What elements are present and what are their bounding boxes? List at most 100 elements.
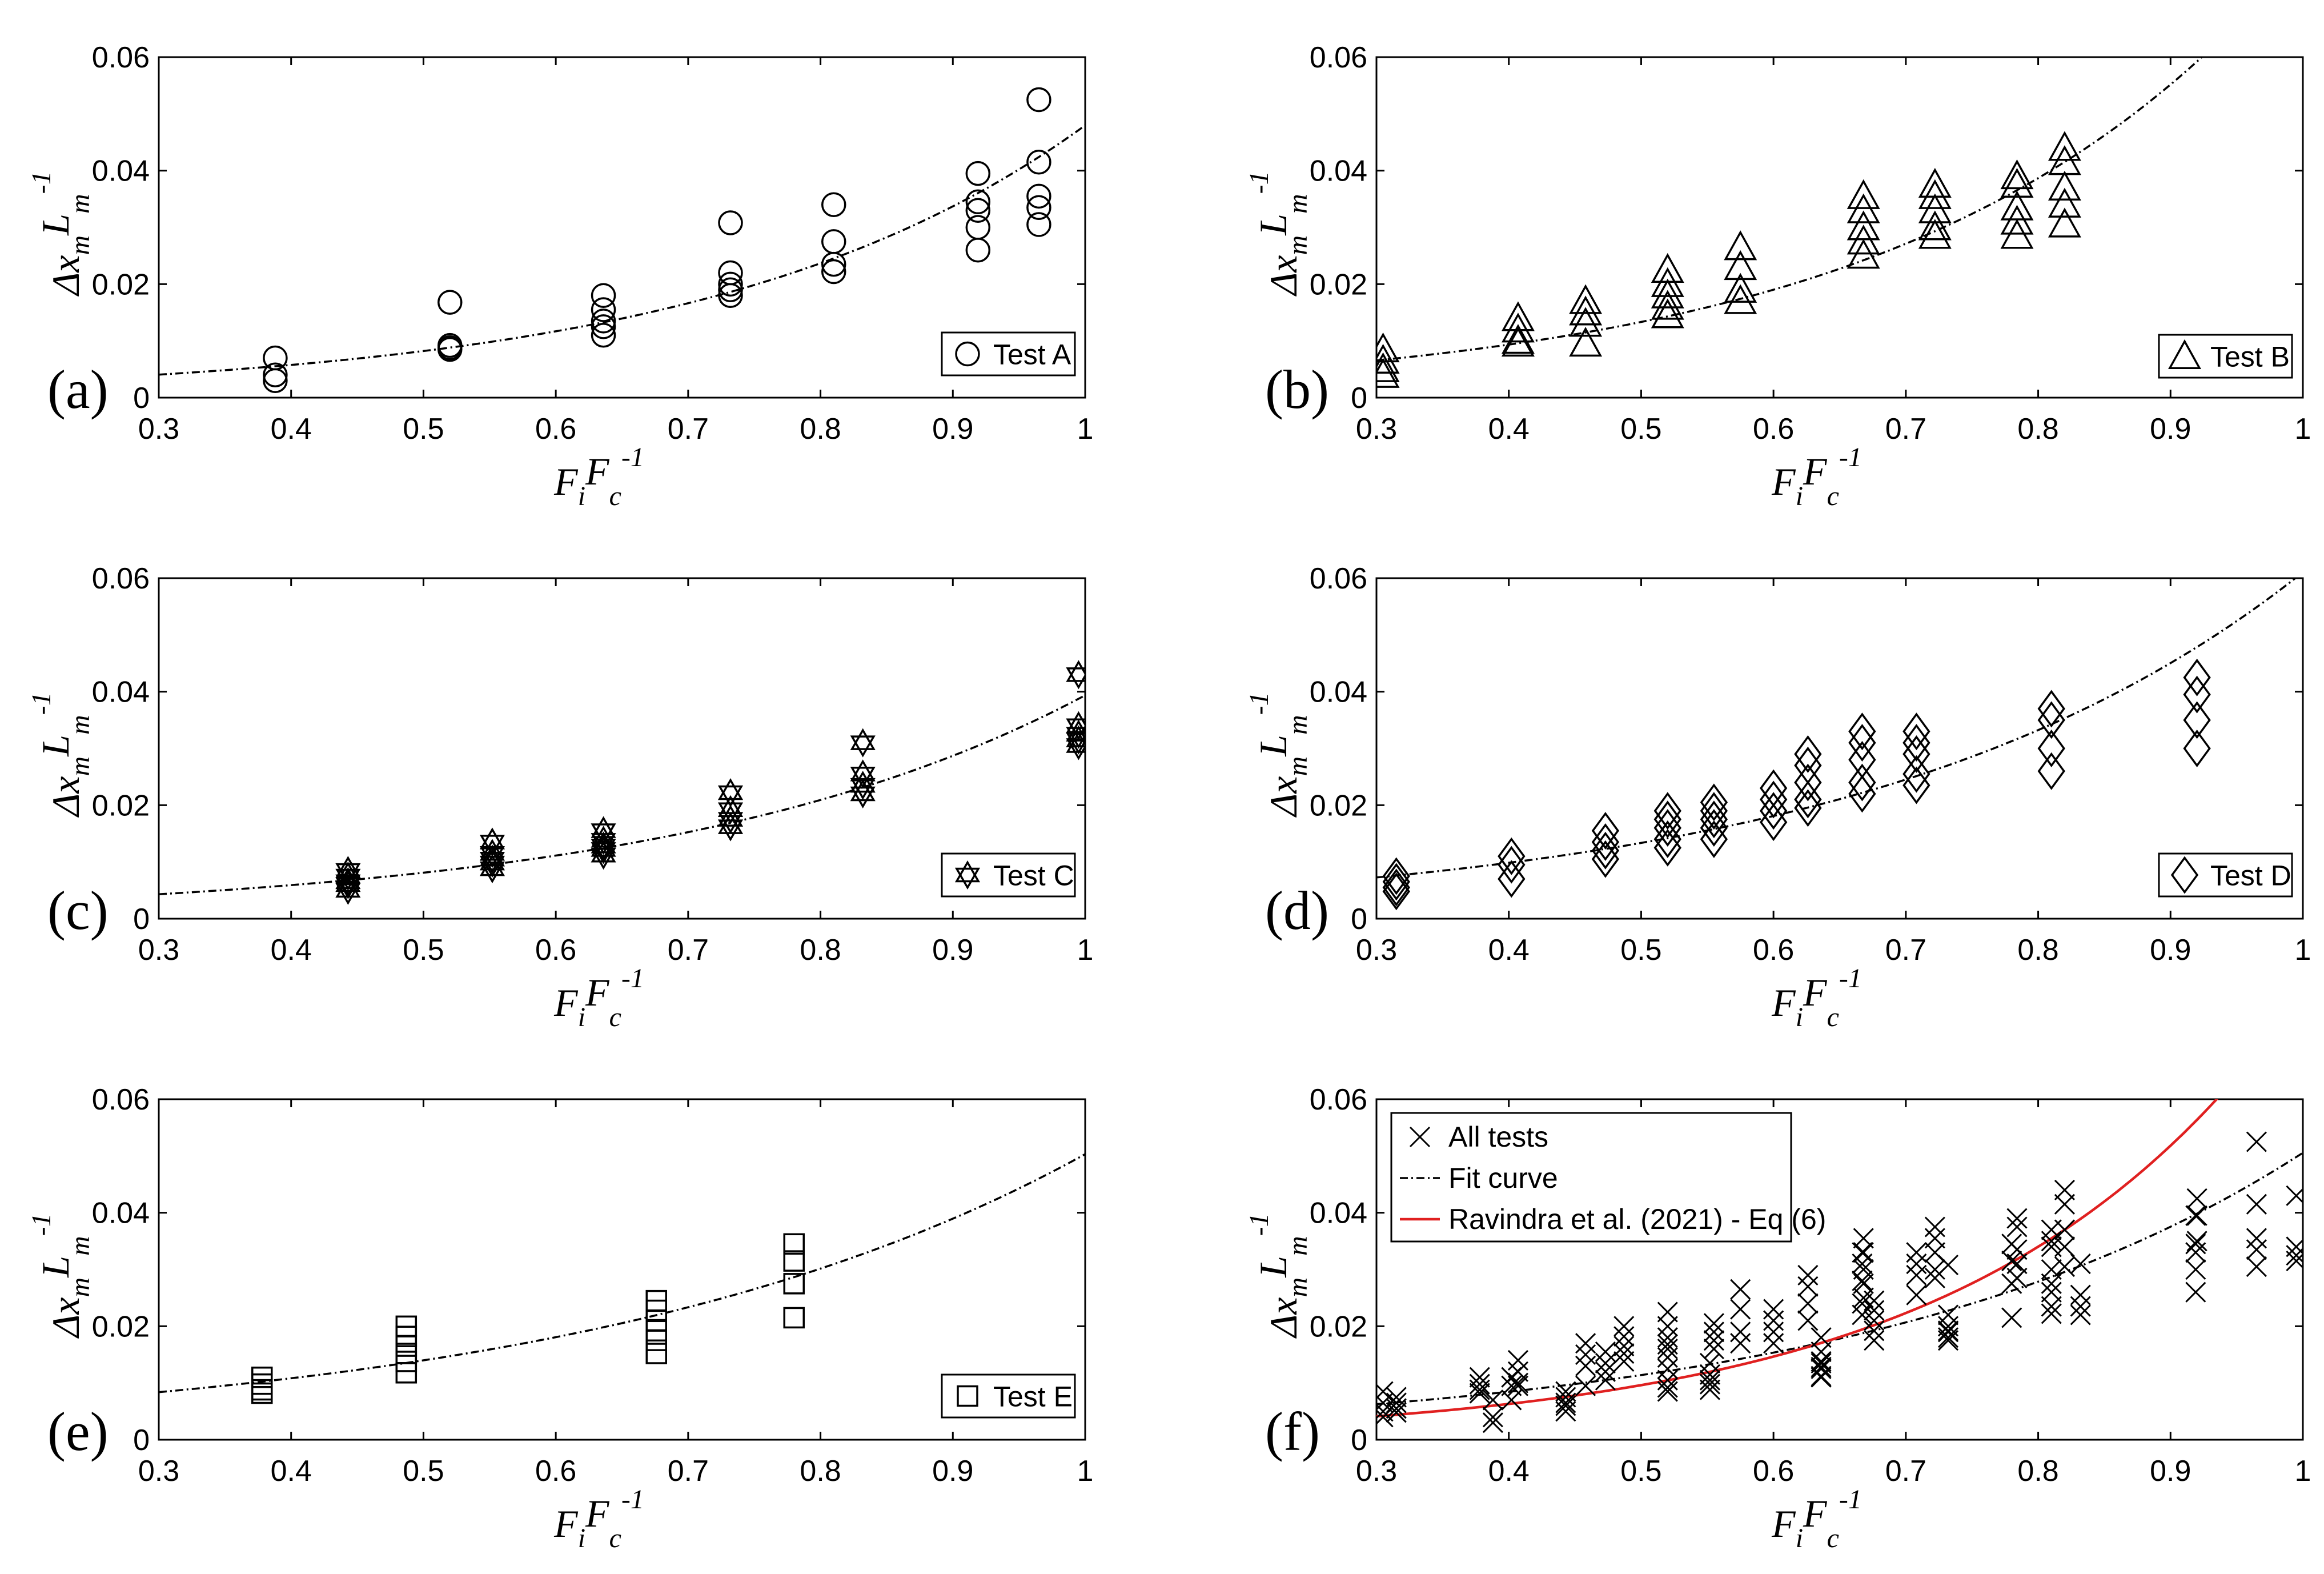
panel-d-legend-marker xyxy=(2170,856,2199,894)
panel-c-letter: (c) xyxy=(47,880,109,941)
panel-f-point xyxy=(1657,1358,1678,1379)
panel-f-point xyxy=(2054,1236,2075,1257)
panel-f-point xyxy=(1595,1361,1616,1382)
panel-d-xlabel-part-4: -1 xyxy=(1839,963,1862,994)
panel-d-point xyxy=(2037,701,2065,739)
panel-c-xtick-label: 0.3 xyxy=(138,934,179,967)
panel-b-xlabel-part-3: c xyxy=(1827,481,1839,511)
panel-c-ylabel-part-4: -1 xyxy=(26,692,57,715)
panel-a-ytick-label: 0 xyxy=(133,382,150,415)
panel-a-point xyxy=(821,229,846,254)
panel-f-point xyxy=(2186,1205,2207,1226)
panel-b-xtick-label: 0.4 xyxy=(1488,412,1530,446)
panel-d-ylabel-part-0: Δx xyxy=(1262,776,1305,818)
panel-b: 0.3 0.4 0.5 0.6 0.7 0.8 0.9 1 0 0.02 0.04 0.06 (b) Fi… xyxy=(1244,41,2311,511)
panel-d-ytick-label: 0.02 xyxy=(1310,789,1367,822)
panel-d-point xyxy=(1902,766,1930,804)
panel-a-point xyxy=(821,192,846,218)
panel-f-point xyxy=(2041,1259,2062,1280)
panel-b-ylabel: ΔxmLm-1 xyxy=(1244,171,1313,297)
panel-d-legend: Test D xyxy=(2158,852,2293,898)
panel-b-legend-marker xyxy=(2168,339,2201,370)
panel-d-point xyxy=(1759,803,1788,842)
panel-f-axes-box xyxy=(1375,1098,2304,1441)
panel-a-xtick-label: 0.8 xyxy=(800,412,841,446)
panel-e-xtick-label: 1 xyxy=(1077,1455,1094,1488)
panel-a: 0.3 0.4 0.5 0.6 0.7 0.8 0.9 1 0 0.02 0.04 0.06 (a) Fi… xyxy=(26,41,1093,511)
panel-e-xtick-label: 0.4 xyxy=(271,1455,312,1488)
panel-b-xtick-label: 0.7 xyxy=(1885,412,1926,446)
panel-f-point xyxy=(1864,1310,1885,1331)
panel-a-ytick-label: 0.04 xyxy=(92,155,150,188)
panel-d-xtick-label: 0.6 xyxy=(1753,934,1794,967)
panel-f-point xyxy=(1763,1310,1784,1331)
panel-d-xtick-label: 0.3 xyxy=(1356,934,1397,967)
panel-d-series-fit-line xyxy=(1376,578,2297,879)
panel-e-ytick-label: 0 xyxy=(133,1424,150,1457)
panel-b-ytick-label: 0.02 xyxy=(1310,268,1367,301)
panel-f-xtick-label: 0.5 xyxy=(1620,1455,1661,1488)
panel-b-xlabel-part-4: -1 xyxy=(1839,442,1862,472)
panel-f-point xyxy=(2041,1231,2062,1252)
panel-f-point xyxy=(1699,1379,1720,1400)
panel-a-ylabel-text: ΔxmLm-1 xyxy=(26,171,95,297)
panel-e-series-fit-line xyxy=(159,1153,1085,1393)
panel-f-point xyxy=(1386,1398,1407,1419)
panel-f-point xyxy=(1376,1381,1394,1402)
panel-a-point xyxy=(591,314,616,339)
panel-f-point xyxy=(2286,1245,2303,1266)
panel-f-letter: (f) xyxy=(1265,1401,1320,1462)
panel-f-point xyxy=(1699,1373,1720,1395)
panel-f-point xyxy=(1507,1361,1528,1382)
panel-f-point xyxy=(1797,1276,1819,1297)
panel-e-xlabel-part-2: F xyxy=(585,1492,610,1535)
panel-d-point xyxy=(1794,763,1822,802)
panel-f-ylabel-part-4: -1 xyxy=(1244,1213,1274,1236)
panel-a-point xyxy=(1026,150,1051,175)
panel-a-point xyxy=(821,251,846,277)
panel-f-point xyxy=(2246,1239,2267,1260)
panel-c-point xyxy=(717,812,744,842)
panel-f-point xyxy=(1657,1339,1678,1360)
panel-c-xtick-label: 0.6 xyxy=(535,934,576,967)
panel-d-ylabel-part-4: -1 xyxy=(1244,692,1274,715)
panel-b-point xyxy=(1724,273,1757,303)
panel-f-point xyxy=(1811,1358,1832,1379)
panel-e-xlabel: FiFc-1 xyxy=(553,1484,644,1553)
panel-e-plot-area xyxy=(159,1153,1085,1404)
panel-f-xtick-label: 0.3 xyxy=(1356,1455,1397,1488)
panel-e-ylabel: ΔxmLm-1 xyxy=(26,1213,95,1339)
panel-b-point xyxy=(1918,219,1952,249)
panel-b-xlabel: FiFc-1 xyxy=(1771,442,1862,511)
panel-d-point xyxy=(1382,868,1410,907)
panel-f-legend-box xyxy=(1390,1112,1792,1243)
panel-f-point xyxy=(1811,1341,1832,1363)
panel-f-xtick-label: 0.4 xyxy=(1488,1455,1530,1488)
panel-f-point xyxy=(1937,1330,1959,1351)
panel-d-point xyxy=(1382,872,1410,911)
panel-d-point xyxy=(1653,800,1681,839)
panel-f-xtick-label: 0.6 xyxy=(1753,1455,1794,1488)
panel-e-point xyxy=(783,1307,805,1329)
panel-e-point xyxy=(645,1329,667,1351)
panel-a-xtick-label: 0.7 xyxy=(668,412,709,446)
panel-b-point xyxy=(2048,187,2081,218)
panel-f-point xyxy=(1937,1327,1959,1348)
panel-d-legend-label: Test D xyxy=(2210,860,2291,892)
panel-f-point xyxy=(1811,1365,1832,1387)
panel-f-point xyxy=(1555,1381,1576,1402)
panel-a-point xyxy=(263,362,288,388)
panel-a-point xyxy=(965,189,991,215)
panel-e-letter: (e) xyxy=(47,1401,109,1462)
panel-f-point xyxy=(1853,1228,1874,1249)
panel-d-point xyxy=(1700,792,1728,830)
panel-c-xlabel-part-2: F xyxy=(585,971,610,1014)
panel-f-series-reference-line xyxy=(1376,1099,2219,1418)
panel-f-point xyxy=(2186,1231,2207,1252)
panel-c-legend-box xyxy=(941,852,1076,898)
panel-f-point xyxy=(2186,1188,2207,1209)
panel-b-legend: Test B xyxy=(2158,334,2293,379)
panel-d-point xyxy=(1498,860,1526,898)
panel-f-point xyxy=(1469,1383,1490,1404)
panel-c-xlabel-part-4: -1 xyxy=(621,963,644,994)
